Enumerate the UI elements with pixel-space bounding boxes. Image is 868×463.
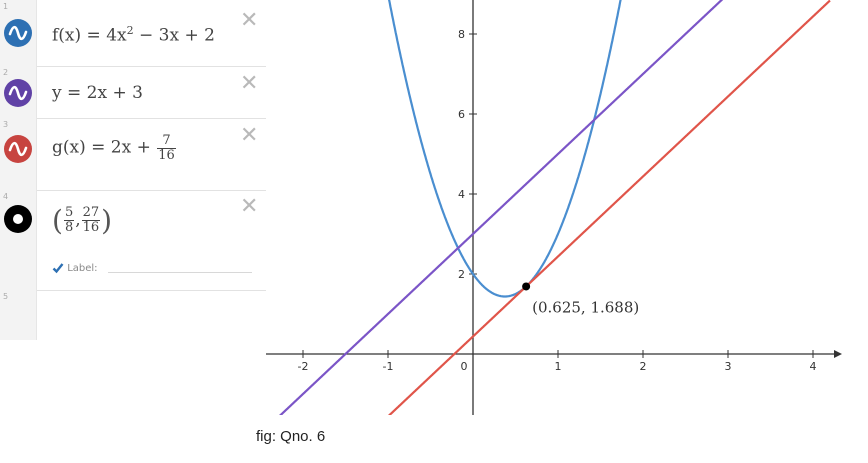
fraction-denominator: 16 [82, 220, 100, 235]
expression-gutter: 3 [0, 118, 37, 190]
expression-math[interactable]: g(x) = 2x + 7 16 [52, 134, 177, 162]
fraction-denominator: 16 [158, 147, 175, 163]
x-tick-label: 3 [725, 360, 732, 373]
curves [279, 0, 831, 415]
delete-icon[interactable]: ✕ [240, 71, 259, 96]
expression-math[interactable]: y = 2x + 3 [52, 83, 143, 103]
wave-icon[interactable] [4, 19, 32, 47]
comma: , [75, 210, 81, 230]
label-input[interactable] [108, 272, 252, 273]
x-tick-label: -2 [298, 360, 309, 373]
fraction-numerator: 27 [81, 205, 101, 221]
y-tick-label: 6 [458, 108, 465, 121]
y-tick-label: 4 [458, 188, 465, 201]
graph-canvas[interactable]: -2 -1 0 1 2 3 4 2 4 6 8 (0.625, 1.688) [266, 0, 868, 415]
fraction: 27 16 [81, 205, 101, 235]
expression-index: 3 [3, 120, 9, 129]
point-expression[interactable]: (5 8, 27 16) [52, 204, 112, 237]
delete-icon[interactable]: ✕ [240, 123, 259, 148]
expression-index: 5 [3, 292, 9, 301]
fraction: 7 16 [157, 134, 176, 162]
y-tick-label: 2 [458, 268, 465, 281]
x-tick-label: 1 [555, 360, 562, 373]
x-tick-label: 2 [640, 360, 647, 373]
x-tick-label: 0 [461, 360, 468, 373]
expression-lhs: f(x) = 4x [52, 25, 127, 46]
expression-gutter: 1 [0, 0, 37, 66]
x-tick-label: 4 [810, 360, 817, 373]
expression-row-2[interactable]: 2 y = 2x + 3 ✕ [0, 66, 266, 119]
delete-icon[interactable]: ✕ [240, 194, 259, 219]
expression-row-3[interactable]: 3 g(x) = 2x + 7 16 ✕ [0, 118, 266, 191]
parabola-curve [388, 0, 622, 298]
label-checkbox-text: Label: [67, 263, 98, 274]
expression-index: 1 [3, 2, 9, 11]
expression-row-1[interactable]: 1 f(x) = 4x2 − 3x + 2 ✕ [0, 0, 266, 67]
wave-icon[interactable] [4, 135, 32, 163]
paren-close: ) [101, 204, 113, 237]
expression-row-4[interactable]: 4 (5 8, 27 16) ✕ [0, 190, 266, 291]
tangent-point [522, 282, 531, 291]
expression-list: 1 f(x) = 4x2 − 3x + 2 ✕ 2 y = 2x + 3 ✕ 3 [0, 0, 266, 340]
tangent-point-label: (0.625, 1.688) [532, 298, 639, 316]
expression-index: 2 [3, 68, 9, 77]
expression-exponent: 2 [126, 24, 134, 37]
x-tick-label: -1 [383, 360, 394, 373]
expression-gutter: 5 [0, 290, 37, 340]
fraction-numerator: 5 [63, 205, 75, 221]
paren-open: ( [52, 204, 63, 237]
expression-row-5[interactable]: 5 [0, 290, 266, 340]
expression-math[interactable]: f(x) = 4x2 − 3x + 2 [52, 24, 215, 46]
expression-rhs: − 3x + 2 [133, 25, 215, 46]
expression-lhs: g(x) = 2x + [52, 137, 157, 158]
fraction-denominator: 8 [64, 220, 74, 235]
checkbox-checked-icon[interactable] [52, 262, 64, 274]
expression-gutter: 2 [0, 66, 37, 118]
y-tick-label: 8 [458, 28, 465, 41]
line-g-of-x [387, 0, 831, 415]
wave-icon[interactable] [4, 79, 32, 107]
fraction-numerator: 7 [157, 134, 176, 149]
x-axis-arrow [834, 350, 842, 358]
line-y-2x-plus-3 [279, 0, 724, 415]
figure-caption: fig: Qno. 6 [256, 428, 326, 445]
expression-index: 4 [3, 192, 9, 201]
expression-gutter: 4 [0, 190, 37, 290]
axes: -2 -1 0 1 2 3 4 2 4 6 8 [266, 0, 842, 415]
delete-icon[interactable]: ✕ [240, 8, 259, 33]
label-toggle[interactable]: Label: [52, 262, 252, 274]
point-icon[interactable] [4, 205, 32, 233]
point-marks: (0.625, 1.688) [522, 282, 639, 316]
